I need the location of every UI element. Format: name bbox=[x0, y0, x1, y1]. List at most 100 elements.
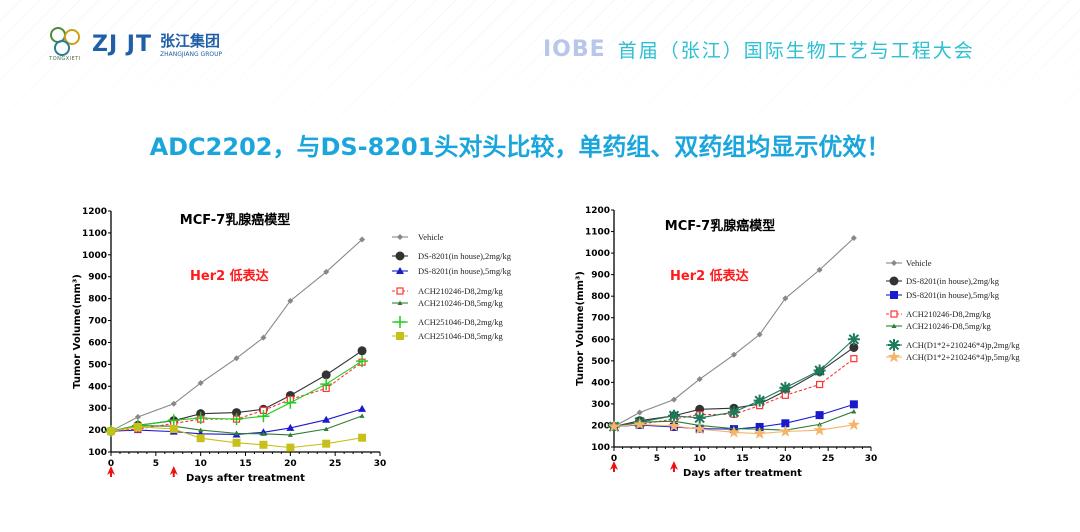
y-tick-label: 600 bbox=[88, 338, 107, 348]
legend-marker bbox=[889, 276, 899, 286]
x-tick-label: 20 bbox=[779, 454, 792, 464]
dosing-arrow-icon bbox=[610, 461, 618, 472]
group-name-en: ZHANGJIANG GROUP bbox=[160, 51, 223, 58]
data-point bbox=[850, 235, 857, 242]
series-ACH(D1*2+210246*4)p,5mg/kg bbox=[607, 417, 860, 439]
legend-label: ACH251046-D8,2mg/kg bbox=[418, 317, 504, 327]
x-tick-label: 25 bbox=[822, 454, 835, 464]
data-point bbox=[358, 404, 367, 412]
data-point bbox=[194, 412, 207, 425]
data-point bbox=[847, 418, 860, 431]
legend-marker bbox=[394, 316, 406, 328]
x-tick-label: 30 bbox=[865, 454, 878, 464]
legend-marker bbox=[891, 323, 897, 328]
legend-marker bbox=[887, 350, 901, 363]
x-tick-label: 0 bbox=[108, 459, 114, 469]
legend-marker bbox=[395, 251, 405, 261]
legend-marker bbox=[396, 267, 404, 274]
legend-label: ACH210246-D8,5mg/kg bbox=[906, 321, 992, 331]
y-tick-label: 500 bbox=[88, 360, 107, 370]
y-tick-label: 1100 bbox=[82, 229, 107, 239]
legend-label: ACH251046-D8,5mg/kg bbox=[418, 331, 504, 341]
legend-label: ACH210246-D8,2mg/kg bbox=[906, 309, 992, 319]
data-point bbox=[359, 413, 365, 418]
y-tick-label: 800 bbox=[88, 295, 107, 305]
data-point bbox=[322, 415, 331, 423]
data-point bbox=[849, 400, 858, 409]
series-ACH251046-D8,2mg/kg bbox=[105, 355, 369, 438]
data-point bbox=[847, 333, 860, 346]
data-point bbox=[233, 355, 240, 362]
y-tick-label: 800 bbox=[591, 292, 610, 302]
chart-2: 100 200 300 400 500 600 700 800 900 1000 1100 1200 0… bbox=[575, 206, 1020, 479]
data-point bbox=[257, 410, 270, 423]
y-tick-label: 600 bbox=[591, 335, 610, 345]
data-point bbox=[727, 406, 740, 419]
data-point bbox=[779, 425, 792, 437]
her2-annotation: Her2 低表达 bbox=[670, 268, 749, 284]
legend-label: DS-8201(in house),5mg/kg bbox=[418, 266, 512, 276]
data-point bbox=[636, 409, 643, 416]
data-point bbox=[358, 433, 367, 442]
y-tick-label: 100 bbox=[88, 448, 107, 458]
chart-title: MCF-7乳腺癌模型 bbox=[665, 218, 775, 234]
data-point bbox=[323, 268, 330, 275]
legend-marker bbox=[890, 310, 898, 318]
data-point bbox=[693, 411, 706, 424]
data-point bbox=[230, 413, 243, 426]
data-point bbox=[197, 379, 204, 386]
y-tick-label: 1000 bbox=[82, 251, 107, 261]
y-tick-label: 300 bbox=[591, 400, 610, 410]
x-tick-label: 20 bbox=[284, 459, 297, 469]
chart-title: MCF-7乳腺癌模型 bbox=[180, 212, 290, 228]
series-Vehicle bbox=[108, 236, 366, 435]
data-point bbox=[851, 408, 857, 414]
data-point bbox=[286, 443, 295, 452]
group-name-cn: 张江集团 bbox=[160, 32, 221, 50]
data-point bbox=[753, 427, 766, 439]
x-tick-label: 15 bbox=[239, 459, 252, 469]
x-tick-label: 5 bbox=[654, 454, 660, 464]
data-point bbox=[198, 427, 204, 433]
data-point bbox=[232, 438, 241, 447]
data-point bbox=[284, 396, 297, 409]
y-tick-label: 200 bbox=[591, 421, 610, 431]
data-point bbox=[287, 297, 294, 304]
data-point bbox=[727, 425, 741, 438]
data-point bbox=[323, 426, 329, 431]
y-tick-label: 500 bbox=[591, 357, 610, 367]
x-axis-label: Days after treatment bbox=[683, 468, 802, 479]
legend-label: DS-8201(in house),5mg/kg bbox=[906, 290, 1000, 300]
y-tick-label: 1100 bbox=[585, 228, 610, 238]
x-axis-label: Days after treatment bbox=[186, 473, 305, 484]
legend-marker bbox=[890, 291, 898, 299]
legend-marker bbox=[397, 234, 403, 240]
data-point bbox=[667, 409, 680, 422]
data-point bbox=[813, 364, 826, 377]
data-point bbox=[781, 419, 790, 428]
data-point bbox=[133, 422, 142, 431]
legend-label: DS-8201(in house),2mg/kg bbox=[906, 276, 1000, 286]
legend-marker bbox=[888, 339, 900, 351]
data-point bbox=[753, 394, 766, 407]
series-line bbox=[613, 237, 855, 428]
dosing-arrow-icon bbox=[669, 461, 678, 472]
legend-label: ACH(D1*2+210246*4)p,5mg/kg bbox=[906, 352, 1020, 362]
y-axis-label: Tumor Volume(mm³) bbox=[72, 274, 83, 389]
dosing-arrow-icon bbox=[107, 466, 115, 477]
data-point bbox=[169, 424, 178, 433]
legend-marker bbox=[891, 260, 897, 266]
tongxieti-logo: TONGXIETI bbox=[46, 26, 84, 62]
legend-label: Vehicle bbox=[906, 258, 932, 268]
data-point bbox=[287, 432, 293, 437]
data-point bbox=[670, 396, 677, 403]
series-ACH251046-D8,5mg/kg bbox=[107, 422, 367, 452]
data-point bbox=[322, 439, 331, 448]
chart-1: 100 200 300 400 500 600 700 800 900 1000 1100 1200 0… bbox=[72, 207, 512, 484]
data-point bbox=[693, 422, 706, 435]
data-point bbox=[107, 427, 115, 436]
dosing-arrow-icon bbox=[169, 466, 178, 477]
data-point bbox=[813, 423, 826, 436]
